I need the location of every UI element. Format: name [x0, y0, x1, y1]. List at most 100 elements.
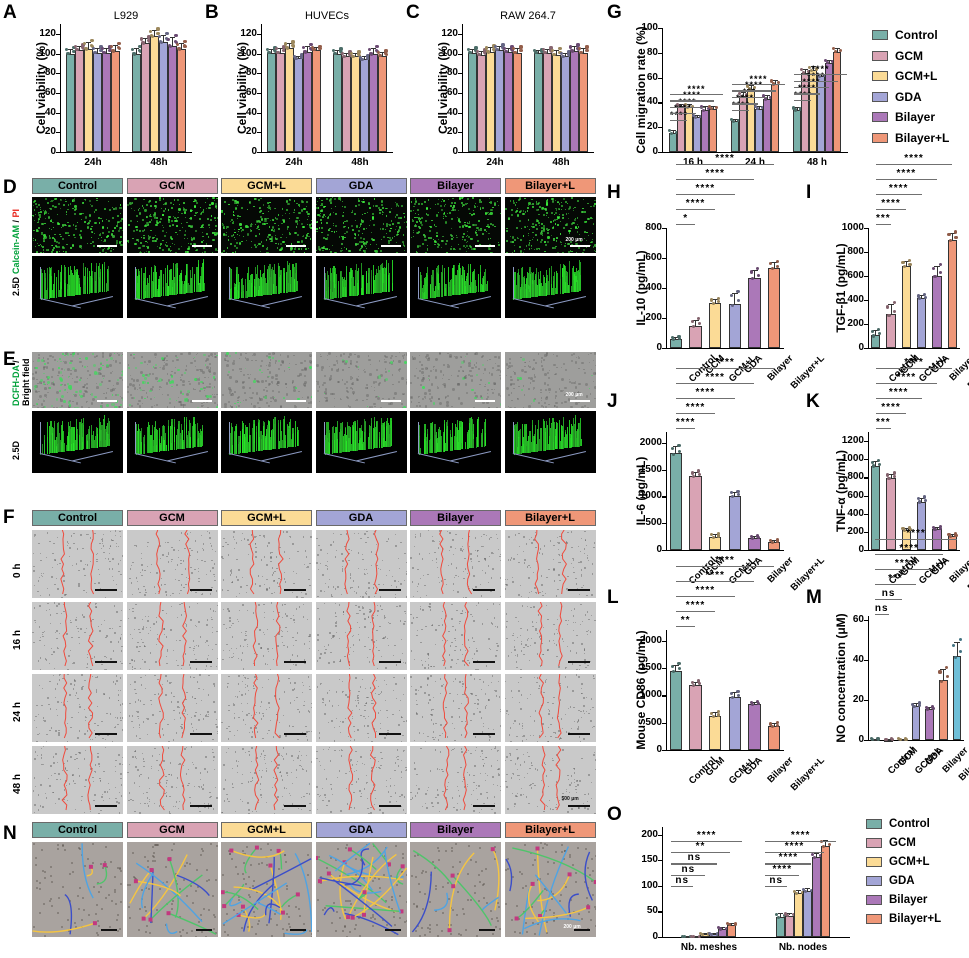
texture-dot	[244, 399, 247, 402]
legend-item-control[interactable]: Control	[872, 28, 938, 42]
significance-label: **	[695, 841, 706, 853]
legend-label: Bilayer+L	[895, 130, 950, 145]
spike	[331, 426, 333, 454]
bar	[812, 857, 821, 937]
significance-line	[671, 852, 730, 854]
texture-dot	[239, 358, 241, 360]
texture-dot	[47, 357, 50, 360]
error-cap	[899, 738, 906, 740]
legend-item-bilayer-plus-l[interactable]: Bilayer+L	[872, 131, 949, 145]
y-tick	[864, 620, 868, 622]
data-point	[737, 91, 741, 96]
data-point	[99, 45, 103, 49]
ros-dot	[99, 367, 103, 371]
data-point	[178, 47, 182, 51]
data-point	[569, 45, 573, 49]
cell-dot	[469, 223, 471, 225]
texture-dot	[201, 370, 205, 374]
y-tick	[658, 28, 662, 30]
cell-dot	[593, 205, 596, 208]
bar	[870, 335, 881, 348]
cell-dot	[129, 219, 132, 222]
legend-item-gcm[interactable]: GCM	[872, 49, 923, 63]
data-point	[151, 34, 155, 38]
spike	[427, 286, 429, 299]
texture-dot	[34, 370, 37, 373]
texture-dot	[255, 359, 257, 362]
error-bar	[734, 692, 736, 697]
significance-label: ****	[904, 153, 924, 164]
texture-dot	[33, 404, 35, 406]
cell-dot	[116, 214, 119, 217]
data-point	[293, 54, 297, 58]
axis-3d	[166, 295, 208, 307]
legend-item-bilayer[interactable]: Bilayer	[866, 894, 927, 906]
cell-dot	[100, 237, 103, 239]
texture-dot	[245, 353, 247, 355]
cell-dot	[152, 240, 155, 243]
data-point	[938, 525, 942, 529]
spike	[163, 439, 165, 452]
cell-dot	[190, 238, 194, 241]
legend-item-gda[interactable]: GDA	[872, 90, 922, 104]
data-point	[736, 298, 741, 303]
ros-dot	[64, 369, 66, 371]
spike	[255, 287, 257, 297]
cell-dot	[117, 229, 120, 232]
data-point	[562, 55, 566, 59]
legend-item-bilayer-plus-l[interactable]: Bilayer+L	[866, 913, 941, 925]
cell-dot	[137, 221, 139, 223]
legend-item-gcm-plus-l[interactable]: GCM+L	[866, 856, 930, 868]
cell-dot	[121, 229, 123, 231]
cell-dot	[208, 224, 211, 227]
texture-dot	[165, 382, 169, 385]
texture-dot	[343, 383, 346, 386]
bar	[748, 537, 761, 550]
cell-dot	[141, 229, 144, 232]
cell-dot	[558, 203, 561, 205]
cell-dot	[140, 236, 142, 238]
cell-dot	[55, 245, 59, 249]
legend-item-gda[interactable]: GDA	[866, 875, 915, 887]
cell-dot	[35, 239, 37, 241]
ros-dot	[176, 356, 178, 359]
data-point	[711, 715, 715, 719]
texture-dot	[228, 387, 231, 390]
data-point	[332, 49, 336, 53]
spike	[353, 421, 355, 451]
cell-dot	[553, 219, 557, 222]
cell-dot	[447, 199, 449, 201]
spike	[64, 266, 66, 297]
texture-dot	[323, 381, 326, 385]
texture-dot	[448, 379, 450, 381]
texture-dot	[373, 386, 375, 388]
legend-swatch-bilayer	[872, 112, 888, 122]
spike	[270, 264, 272, 295]
data-point	[717, 713, 721, 717]
cell-dot	[303, 252, 306, 253]
significance-line	[675, 164, 775, 166]
data-point	[501, 43, 505, 47]
spike	[480, 264, 482, 292]
data-point	[707, 105, 711, 109]
legend-item-gcm-plus-l[interactable]: GCM+L	[872, 69, 937, 83]
texture-dot	[82, 393, 85, 395]
ros-dot	[35, 366, 38, 370]
significance-label: ****	[888, 387, 909, 398]
legend-item-gcm[interactable]: GCM	[866, 837, 916, 849]
error-cap	[794, 107, 800, 109]
significance-line	[732, 84, 786, 86]
bar	[486, 51, 495, 152]
data-point	[733, 922, 737, 926]
data-point	[496, 48, 500, 52]
cell-dot	[250, 224, 252, 226]
cell-dot	[171, 242, 173, 244]
data-point	[467, 50, 471, 54]
cell-dot	[453, 248, 455, 250]
cell-dot	[282, 240, 285, 243]
axis-3d	[134, 422, 136, 454]
cell-dot	[165, 245, 168, 248]
legend-item-bilayer[interactable]: Bilayer	[872, 110, 935, 124]
legend-item-control[interactable]: Control	[866, 818, 930, 830]
texture-dot	[479, 378, 482, 381]
